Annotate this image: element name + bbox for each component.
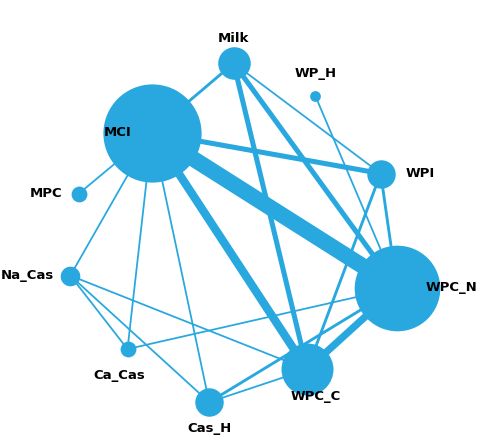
Text: WPI: WPI [405,167,434,180]
Text: MPC: MPC [30,187,62,200]
Point [393,284,401,291]
Text: WPC_N: WPC_N [426,281,478,294]
Text: MCI: MCI [104,126,132,139]
Text: Cas_H: Cas_H [187,422,232,435]
Point [66,272,74,279]
Text: WP_H: WP_H [294,67,337,80]
Point [303,366,311,373]
Point [230,60,237,67]
Text: Milk: Milk [218,32,250,45]
Point [312,93,320,100]
Point [124,345,132,352]
Text: Na_Cas: Na_Cas [1,269,54,282]
Point [376,170,384,177]
Text: WPC_C: WPC_C [290,389,341,403]
Point [148,129,156,136]
Point [74,190,82,198]
Text: Ca_Cas: Ca_Cas [94,369,145,382]
Point [205,399,213,406]
